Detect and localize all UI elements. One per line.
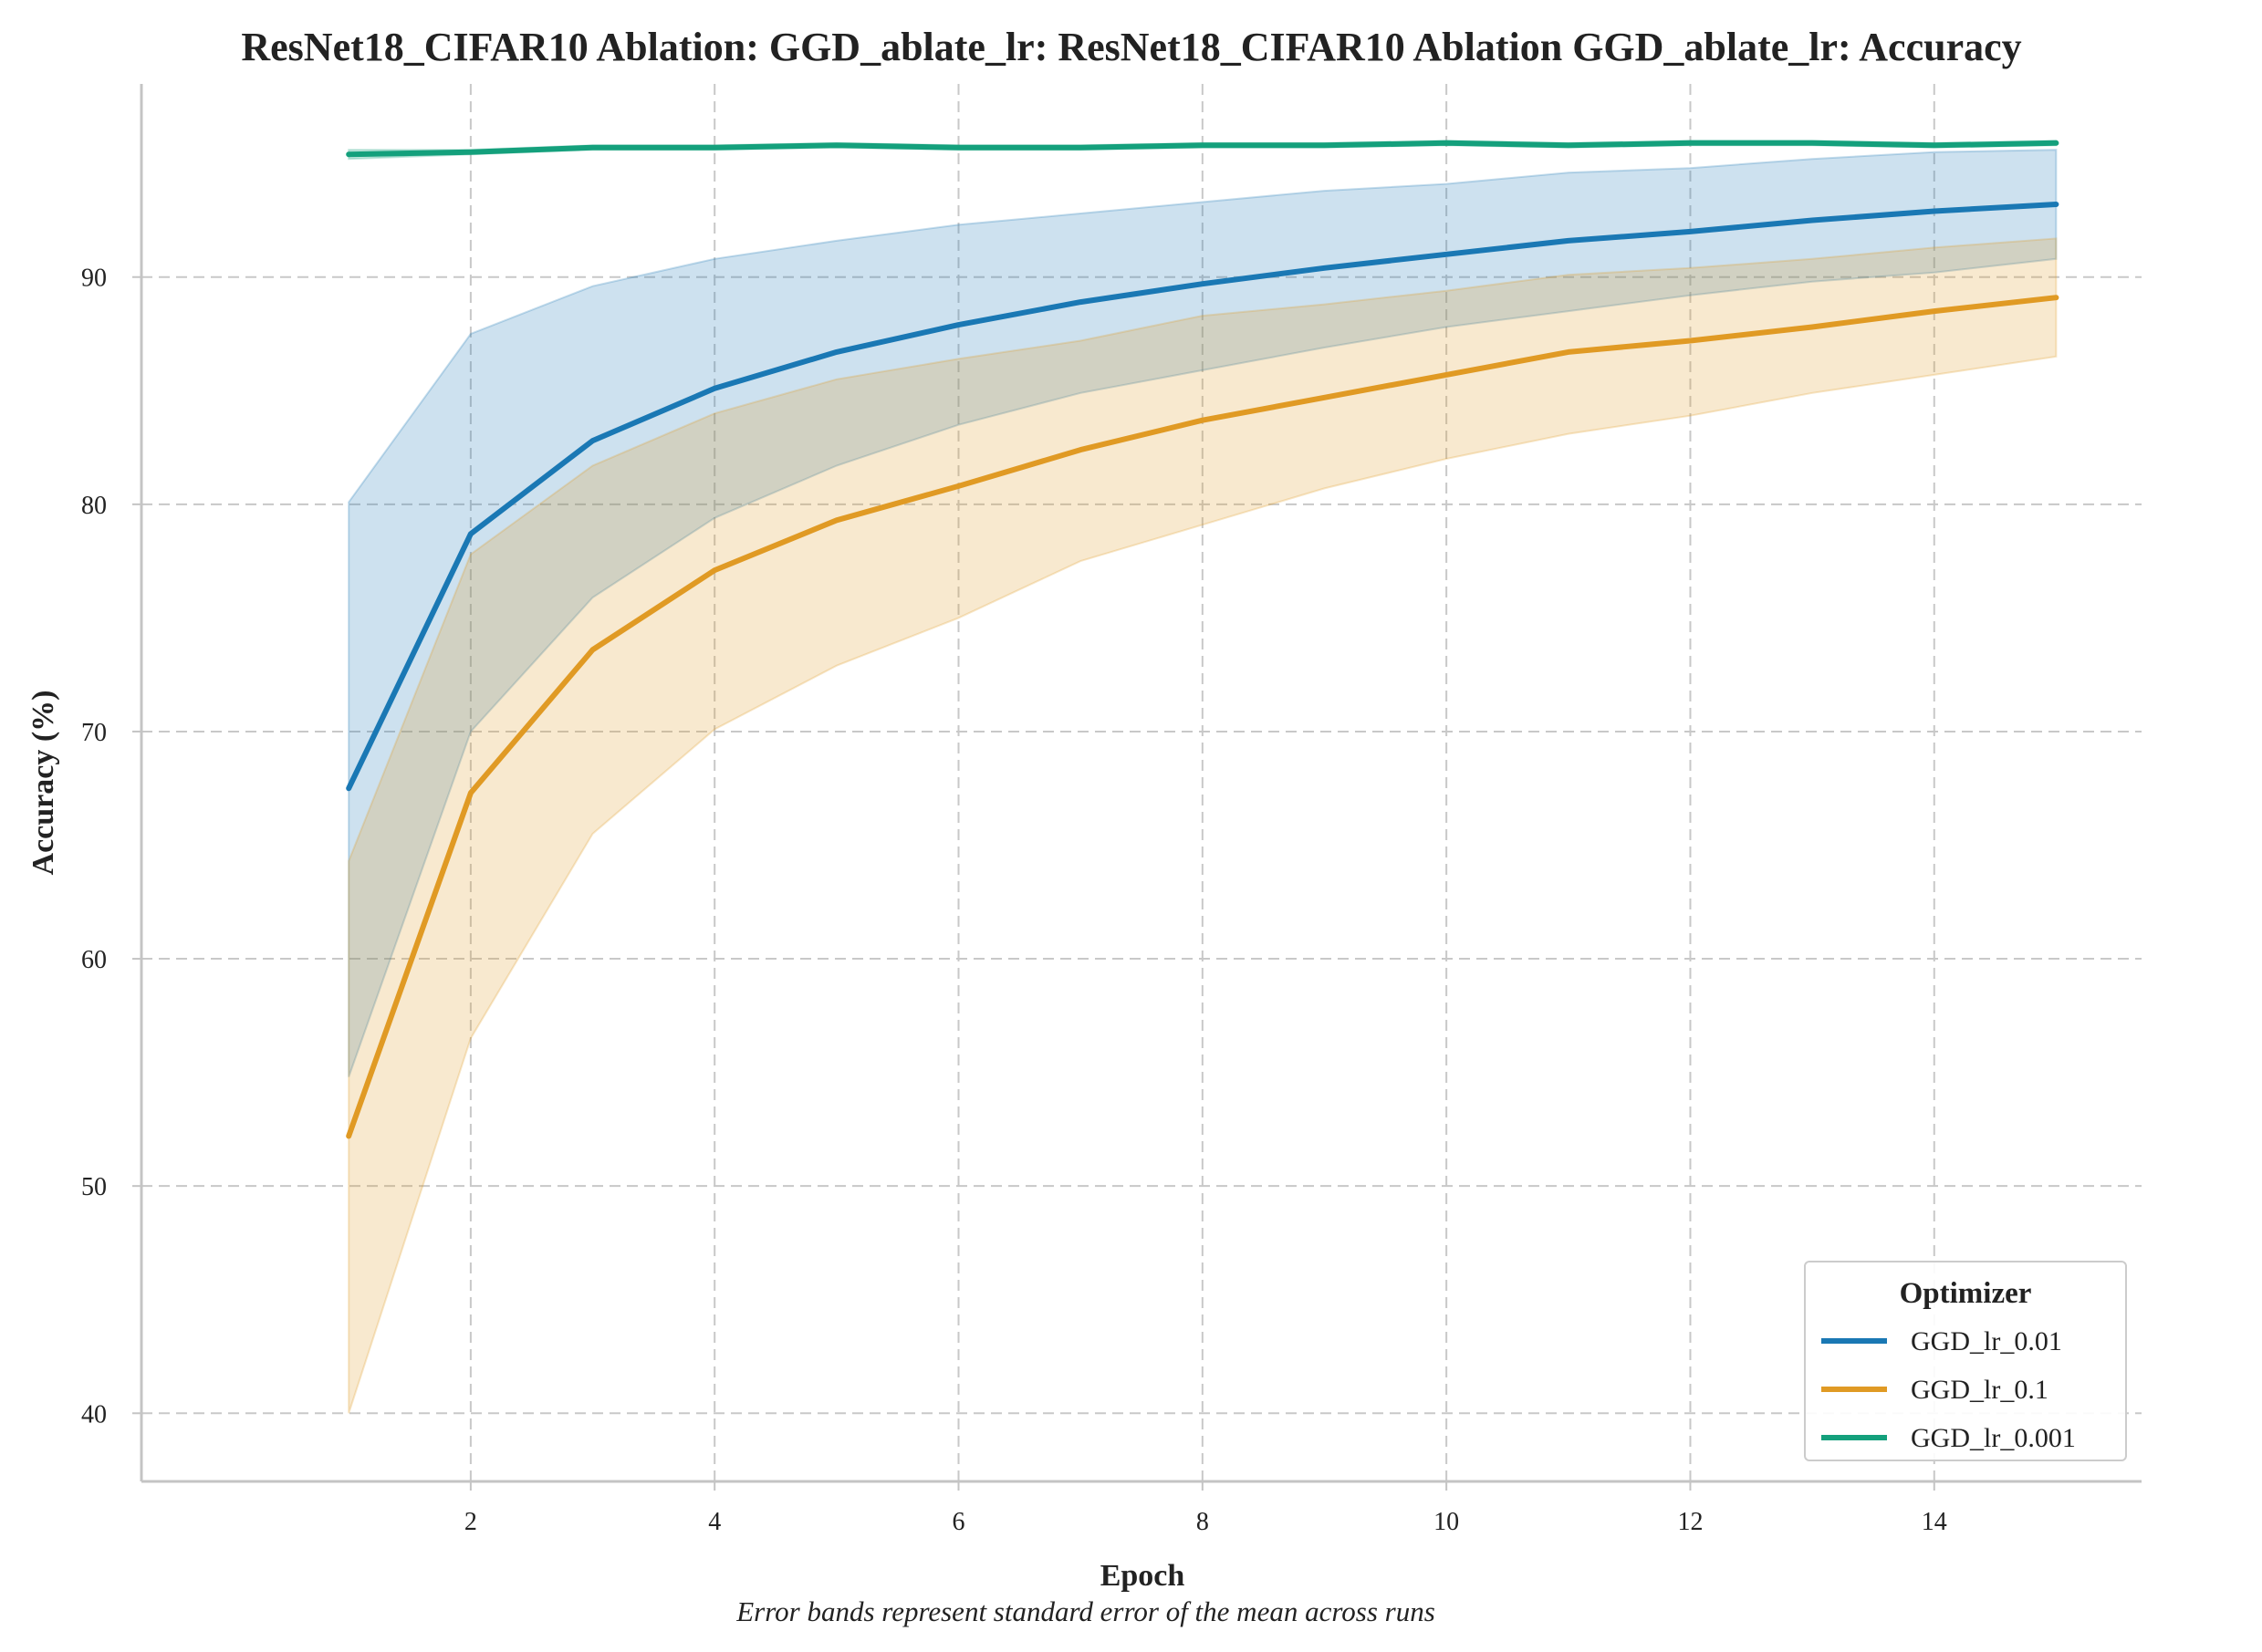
chart-title: ResNet18_CIFAR10 Ablation: GGD_ablate_lr… [241, 25, 2021, 69]
series-line-GGD_lr_0.001 [346, 140, 2059, 158]
series-lines [346, 140, 2059, 1139]
x-tick-label: 8 [1196, 1508, 1209, 1536]
legend-label-GGD_lr_0.001: GGD_lr_0.001 [1911, 1423, 2076, 1453]
y-tick-label: 50 [81, 1173, 107, 1201]
y-tick-label: 40 [81, 1400, 107, 1429]
legend-title: Optimizer [1900, 1277, 2032, 1310]
error-band-GGD_lr_0.01 [348, 149, 2058, 1077]
y-tick-label: 60 [81, 946, 107, 974]
y-tick-label: 70 [81, 719, 107, 747]
legend-label-GGD_lr_0.1: GGD_lr_0.1 [1911, 1375, 2048, 1405]
y-tick-label: 90 [81, 265, 107, 293]
series-line-GGD_lr_0.1 [346, 295, 2059, 1139]
series-line-GGD_lr_0.01 [346, 202, 2059, 792]
legend: Optimizer GGD_lr_0.01GGD_lr_0.1GGD_lr_0.… [1804, 1261, 2127, 1461]
x-tick-label: 10 [1433, 1508, 1459, 1536]
x-tick-label: 14 [1922, 1508, 1947, 1536]
x-tick-label: 6 [953, 1508, 965, 1536]
x-tick-label: 2 [464, 1508, 477, 1536]
grid-lines [141, 84, 2142, 1481]
legend-label-GGD_lr_0.01: GGD_lr_0.01 [1911, 1326, 2062, 1356]
legend-items: GGD_lr_0.01 GGD_lr_0.1 GGD_lr_0.001 [1821, 1326, 2076, 1453]
tick-labels: 2 4 6 8 10 12 14 40 50 60 70 80 90 [81, 265, 1947, 1536]
y-axis-label: Accuracy (%) [26, 691, 60, 876]
x-axis-label: Epoch [1100, 1559, 1185, 1593]
x-tick-label: 4 [708, 1508, 721, 1536]
legend-box [1804, 1261, 2127, 1461]
axes [132, 84, 2142, 1491]
error-band-GGD_lr_0.1 [348, 237, 2058, 1414]
chart-caption: Error bands represent standard error of … [735, 1595, 1435, 1627]
y-tick-label: 80 [81, 492, 107, 520]
error-bands [348, 140, 2058, 1414]
x-tick-label: 12 [1677, 1508, 1703, 1536]
